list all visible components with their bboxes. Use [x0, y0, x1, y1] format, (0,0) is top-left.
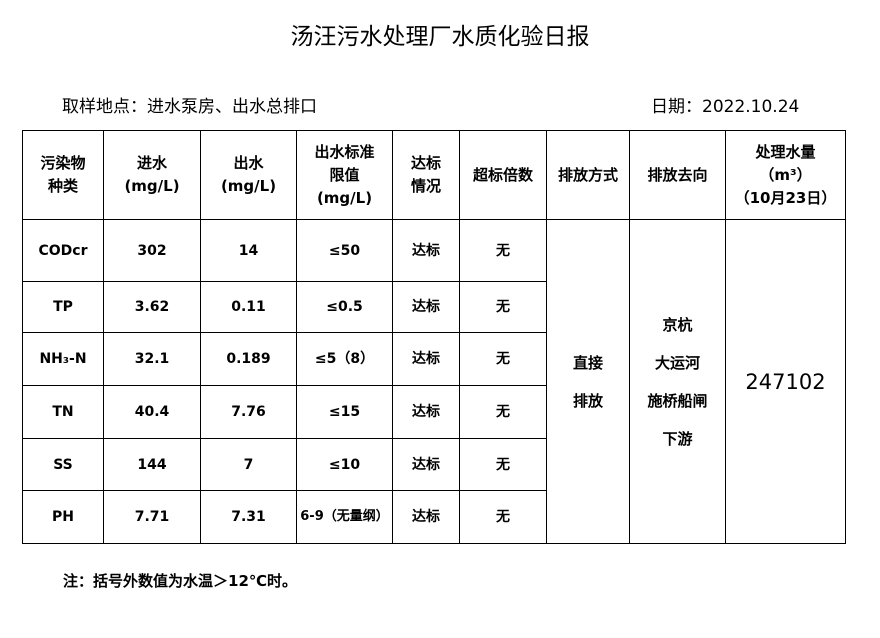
water-quality-table: 污染物 种类 进水 (mg/L) 出水 (mg/L) 出水标准 限值 (mg/L) 达标情… — [22, 130, 846, 544]
limit-cell: 6-9（无量纲） — [296, 490, 393, 544]
status-cell: 达标 — [392, 332, 460, 386]
status-cell: 达标 — [392, 281, 460, 333]
effluent-cell: 0.189 — [200, 332, 297, 386]
header-pollutant: 污染物 种类 — [22, 130, 104, 220]
pollutant-cell: TN — [22, 385, 104, 439]
influent-cell: 40.4 — [103, 385, 201, 439]
pollutant-cell: PH — [22, 490, 104, 544]
treated-volume-cell: 247102 — [725, 219, 846, 544]
table-row: TN 40.4 7.76 ≤15 达标 无 — [22, 385, 846, 439]
header-influent: 进水 (mg/L) — [103, 130, 201, 220]
status-cell: 达标 — [392, 490, 460, 544]
limit-cell: ≤15 — [296, 385, 393, 439]
effluent-cell: 7 — [200, 438, 297, 491]
exceed-cell: 无 — [459, 332, 547, 386]
report-title: 汤汪污水处理厂水质化验日报 — [290, 24, 590, 50]
limit-cell: ≤50 — [296, 219, 393, 282]
influent-cell: 3.62 — [103, 281, 201, 333]
status-cell: 达标 — [392, 219, 460, 282]
influent-cell: 302 — [103, 219, 201, 282]
exceed-cell: 无 — [459, 219, 547, 282]
pollutant-cell: SS — [22, 438, 104, 491]
footnote: 注：括号外数值为水温＞12℃时。 — [63, 572, 298, 590]
header-discharge-destination: 排放去向 — [629, 130, 726, 220]
discharge-method-cell: 直接 排放 — [546, 219, 630, 544]
header-treated-volume: 处理水量 （m³） （10月23日） — [725, 130, 846, 220]
pollutant-cell: NH₃-N — [22, 332, 104, 386]
header-status: 达标 情况 — [392, 130, 460, 220]
header-exceed: 超标倍数 — [459, 130, 547, 220]
header-row: 污染物 种类 进水 (mg/L) 出水 (mg/L) 出水标准 限值 (mg/L) 达标情… — [22, 130, 846, 220]
limit-cell: ≤0.5 — [296, 281, 393, 333]
pollutant-cell: CODcr — [22, 219, 104, 282]
influent-cell: 32.1 — [103, 332, 201, 386]
effluent-cell: 14 — [200, 219, 297, 282]
exceed-cell: 无 — [459, 438, 547, 491]
limit-cell: ≤5（8） — [296, 332, 393, 386]
influent-cell: 144 — [103, 438, 201, 491]
effluent-cell: 7.76 — [200, 385, 297, 439]
report-date: 日期：2022.10.24 — [651, 97, 800, 117]
exceed-cell: 无 — [459, 281, 547, 333]
limit-cell: ≤10 — [296, 438, 393, 491]
table-row: PH 7.71 7.31 6-9（无量纲） 达标 无 — [22, 490, 846, 544]
discharge-destination-cell: 京杭 大运河 施桥船闸 下游 — [629, 219, 726, 544]
table-row: SS 144 7 ≤10 达标 无 — [22, 438, 846, 491]
table-row: CODcr 302 14 ≤50 达标 无 直接 排放 京杭 大运河 施桥船闸 下游 2… — [22, 219, 846, 544]
table-row: NH₃-N 32.1 0.189 ≤5（8） 达标 无 — [22, 332, 846, 386]
header-discharge-method: 排放方式 — [546, 130, 630, 220]
exceed-cell: 无 — [459, 385, 547, 439]
effluent-cell: 7.31 — [200, 490, 297, 544]
header-limit: 出水标准 限值 (mg/L) — [296, 130, 393, 220]
status-cell: 达标 — [392, 385, 460, 439]
exceed-cell: 无 — [459, 490, 547, 544]
effluent-cell: 0.11 — [200, 281, 297, 333]
pollutant-cell: TP — [22, 281, 104, 333]
sampling-location: 取样地点：进水泵房、出水总排口 — [62, 97, 317, 117]
status-cell: 达标 — [392, 438, 460, 491]
header-effluent: 出水 (mg/L) — [200, 130, 297, 220]
influent-cell: 7.71 — [103, 490, 201, 544]
table-row: TP 3.62 0.11 ≤0.5 达标 无 — [22, 281, 846, 333]
